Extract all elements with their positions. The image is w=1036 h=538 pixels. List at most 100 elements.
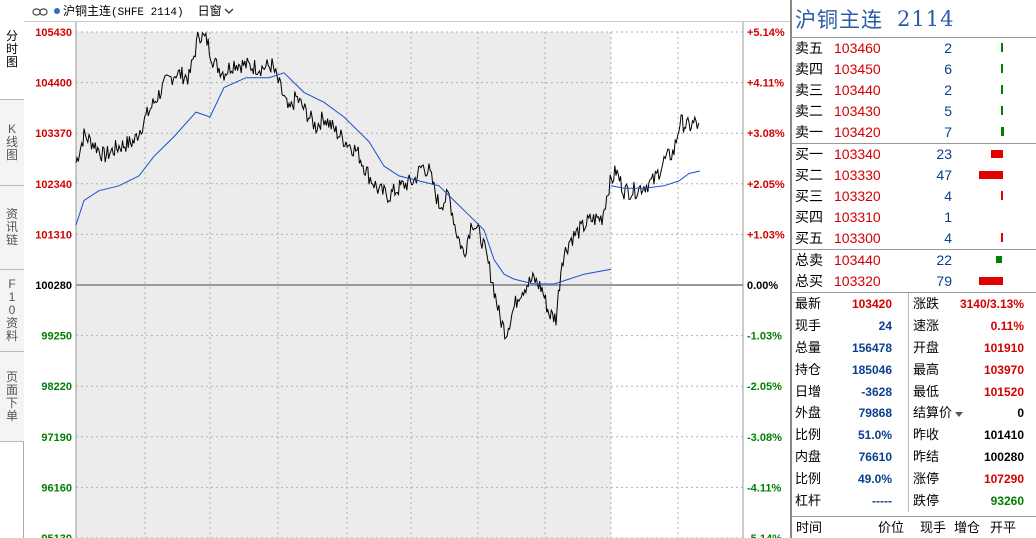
link-icon[interactable]	[32, 6, 48, 16]
stat-label: 比例	[795, 427, 822, 443]
panel-instrument-name: 沪铜主连	[795, 7, 883, 32]
chevron-down-icon	[224, 8, 234, 14]
book-level-label: 卖三	[795, 82, 823, 98]
status-dot-icon	[54, 7, 60, 14]
pct-tick-label: -5.14%	[747, 533, 782, 538]
volume-bar	[1001, 64, 1003, 73]
book-row[interactable]: 卖四 103450 6	[792, 59, 1036, 80]
price-tick-label: 96160	[41, 482, 72, 494]
book-row[interactable]: 卖二 103430 5	[792, 101, 1036, 122]
stat-value: 79868	[858, 406, 892, 421]
period-selector[interactable]: 日窗	[198, 2, 234, 19]
book-price: 103320	[834, 273, 881, 289]
stat-value: 49.0%	[857, 472, 892, 487]
book-row[interactable]: 卖五 103460 2	[792, 38, 1036, 59]
stat-label: 结算价	[913, 402, 964, 424]
left-tab-4[interactable]: 页面下单	[0, 352, 24, 442]
stats-row: 比例 51.0% 昨收 101410	[792, 424, 1036, 447]
intraday-chart[interactable]: 105430 +5.14% 104400 +4.11% 103370 +3.08% 1023…	[24, 22, 790, 538]
price-tick-label: 100280	[35, 280, 72, 292]
book-row[interactable]: 买四 103310 1	[792, 207, 1036, 228]
stat-label: 最低	[913, 383, 940, 399]
book-level-label: 买五	[795, 230, 823, 246]
stats-row: 外盘 79868 结算价 0	[792, 402, 1036, 425]
left-tab-1[interactable]: K线图	[0, 100, 24, 186]
left-tab-label: F10资料	[5, 277, 18, 343]
instrument-code: (SHFE 2114)	[111, 7, 184, 19]
book-row[interactable]: 总卖 103440 22	[792, 250, 1036, 271]
stats-row: 最新 103420 涨跌 3140/3.13%	[792, 293, 1036, 315]
book-volume: 6	[944, 61, 952, 77]
stat-label: 持仓	[795, 361, 822, 377]
left-tab-0[interactable]: 分时图	[0, 0, 24, 100]
book-row[interactable]: 卖三 103440 2	[792, 80, 1036, 101]
stat-label: 总量	[795, 339, 822, 355]
book-row[interactable]: 买二 103330 47	[792, 165, 1036, 186]
book-level-label: 卖五	[795, 40, 823, 56]
pct-tick-label: +3.08%	[747, 128, 785, 140]
stat-label: 杠杆	[795, 493, 822, 509]
stat-value: 101520	[983, 384, 1024, 399]
price-tick-label: 97190	[41, 432, 72, 444]
left-tab-label: 资讯链	[5, 207, 18, 247]
book-volume: 47	[936, 167, 952, 183]
bid-book: 买一 103340 23 买二 103330 47 买三 103320 4 买四 103310 1 买五…	[792, 144, 1036, 249]
ticks-col-oi: 增仓	[954, 520, 981, 535]
book-volume: 7	[944, 124, 952, 140]
stat-value: 24	[878, 318, 892, 333]
stat-value: 3140/3.13%	[959, 297, 1024, 311]
stat-label: 比例	[795, 471, 822, 487]
pct-tick-label: +4.11%	[747, 78, 784, 90]
book-price: 103440	[834, 82, 881, 98]
stats-row: 现手 24 速涨 0.11%	[792, 314, 1036, 337]
book-level-label: 卖一	[795, 124, 823, 140]
book-row[interactable]: 买五 103300 4	[792, 228, 1036, 249]
average-price-line	[75, 72, 612, 285]
book-price: 103340	[834, 146, 881, 162]
book-volume: 4	[944, 230, 952, 246]
volume-bar	[1001, 106, 1003, 115]
book-totals: 总卖 103440 22 总买 103320 79	[792, 250, 1036, 292]
book-row[interactable]: 卖一 103420 7	[792, 122, 1036, 143]
stat-label: 现手	[795, 317, 822, 333]
stat-label: 最高	[913, 361, 940, 377]
book-volume: 1	[944, 209, 952, 225]
ticks-header: 时间 价位 现手 增仓 开平	[792, 516, 1036, 538]
left-tab-2[interactable]: 资讯链	[0, 186, 24, 270]
book-row[interactable]: 总买 103320 79	[792, 271, 1036, 292]
stat-value: 107290	[983, 472, 1024, 487]
price-tick-label: 95130	[41, 533, 72, 538]
book-price: 103320	[834, 188, 881, 204]
book-volume: 23	[936, 146, 952, 162]
ticks-col-qty: 现手	[920, 520, 947, 535]
stats-row: 比例 49.0% 涨停 107290	[792, 468, 1036, 491]
stat-value: 103970	[983, 362, 1024, 377]
stat-label: 昨结	[913, 449, 940, 465]
stat-label: 昨收	[913, 427, 940, 443]
book-level-label: 买一	[795, 146, 823, 162]
average-price-line	[610, 170, 701, 189]
book-level-label: 卖四	[795, 61, 823, 77]
pct-tick-label: +5.14%	[747, 27, 785, 39]
stat-label: 外盘	[795, 405, 822, 421]
pct-tick-label: +1.03%	[747, 229, 785, 241]
stat-label: 内盘	[795, 449, 822, 465]
price-tick-label: 102340	[35, 179, 72, 191]
intraday-chart-svg[interactable]: 105430 +5.14% 104400 +4.11% 103370 +3.08% 1023…	[24, 22, 790, 538]
stat-label: 速涨	[913, 317, 940, 333]
chevron-down-icon[interactable]	[955, 411, 964, 417]
pct-tick-label: 0.00%	[747, 280, 778, 292]
book-price: 103450	[834, 61, 881, 77]
stat-label: 涨跌	[913, 296, 940, 311]
left-tab-label: K线图	[5, 122, 18, 162]
volume-bar	[979, 171, 1003, 179]
book-row[interactable]: 买三 103320 4	[792, 186, 1036, 207]
stats-row: 杠杆 ----- 跌停 93260	[792, 490, 1036, 512]
stat-value: -----	[872, 494, 892, 509]
instrument-title: 沪铜主连(SHFE 2114)	[63, 4, 184, 19]
book-level-label: 总卖	[795, 252, 823, 268]
book-row[interactable]: 买一 103340 23	[792, 144, 1036, 165]
left-tab-3[interactable]: F10资料	[0, 270, 24, 352]
stat-value: -3628	[861, 384, 892, 399]
book-level-label: 买四	[795, 209, 823, 225]
